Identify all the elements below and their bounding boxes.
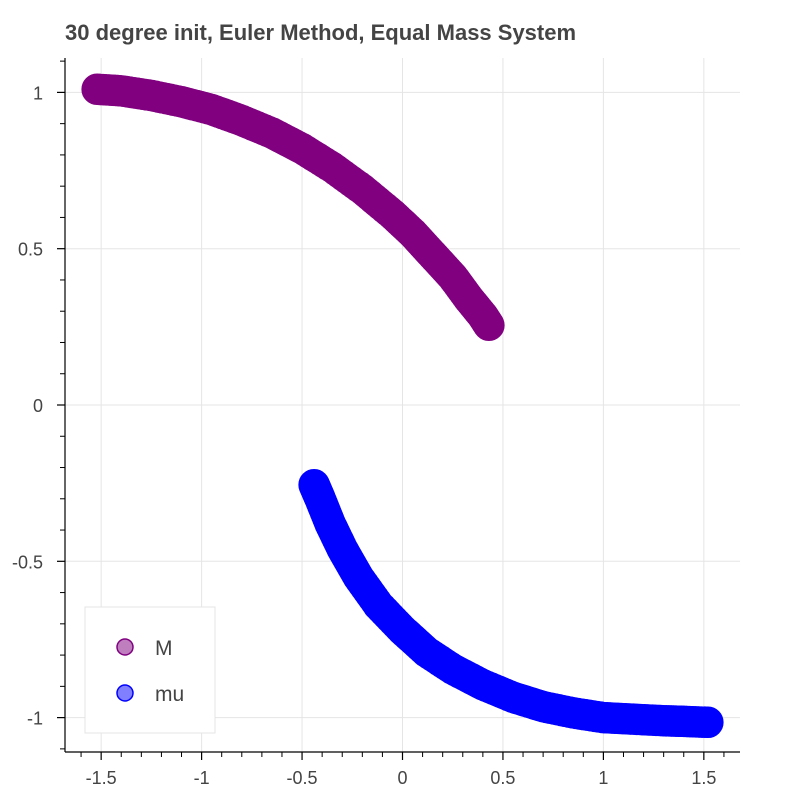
y-tick-label: -1 bbox=[27, 709, 43, 729]
y-tick-label: -0.5 bbox=[12, 552, 43, 572]
x-tick-label: 1 bbox=[598, 768, 608, 788]
x-tick-label: -1.5 bbox=[86, 768, 117, 788]
y-tick-label: 0.5 bbox=[18, 240, 43, 260]
y-tick-label: 0 bbox=[33, 396, 43, 416]
x-tick-label: 1.5 bbox=[691, 768, 716, 788]
legend-label-mu: mu bbox=[155, 683, 184, 706]
legend-swatch-mu bbox=[116, 684, 134, 702]
legend: Mmu bbox=[84, 606, 216, 734]
chart-title: 30 degree init, Euler Method, Equal Mass… bbox=[65, 20, 576, 45]
x-tick-label: -1 bbox=[194, 768, 210, 788]
data-point-M bbox=[473, 309, 505, 342]
plot-area bbox=[81, 73, 724, 739]
y-tick-label: 1 bbox=[33, 83, 43, 103]
data-point-mu bbox=[692, 706, 724, 739]
legend-box bbox=[84, 606, 216, 734]
x-tick-label: 0.5 bbox=[490, 768, 515, 788]
legend-swatch-M bbox=[116, 638, 134, 656]
x-tick-label: -0.5 bbox=[287, 768, 318, 788]
axes: -1.5 -1 -0.5 0 0.5 1 1.5 -1 -0.5 0 0.5 1 bbox=[12, 58, 740, 788]
legend-label-M: M bbox=[155, 637, 173, 660]
x-tick-label: 0 bbox=[397, 768, 407, 788]
